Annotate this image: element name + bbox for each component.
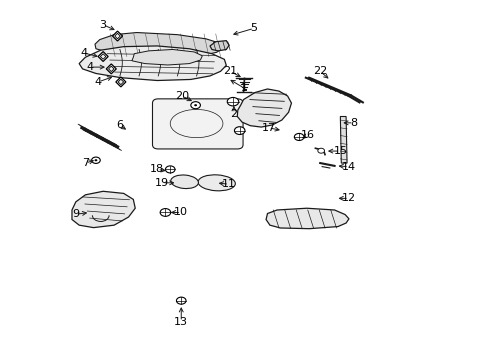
Polygon shape [72, 191, 135, 228]
Text: 22: 22 [312, 66, 326, 76]
Text: 8: 8 [349, 118, 357, 128]
Polygon shape [95, 32, 223, 57]
Polygon shape [265, 208, 348, 229]
Polygon shape [209, 41, 229, 51]
FancyBboxPatch shape [152, 99, 243, 149]
Circle shape [294, 134, 304, 140]
Text: 19: 19 [155, 178, 169, 188]
Text: 1: 1 [241, 83, 247, 93]
Text: 4: 4 [86, 62, 94, 72]
Text: 4: 4 [80, 48, 87, 58]
Text: 17: 17 [261, 123, 275, 133]
Polygon shape [112, 31, 122, 41]
Text: 20: 20 [175, 91, 189, 101]
Polygon shape [237, 89, 291, 127]
Text: 13: 13 [174, 317, 188, 327]
Circle shape [165, 166, 175, 173]
Text: 14: 14 [341, 162, 355, 172]
Circle shape [317, 148, 324, 153]
Polygon shape [340, 117, 346, 163]
Circle shape [176, 297, 185, 304]
Text: 2: 2 [230, 109, 237, 119]
Circle shape [160, 208, 170, 216]
Text: 6: 6 [116, 120, 123, 130]
Text: 12: 12 [341, 193, 355, 203]
Circle shape [194, 104, 197, 106]
Polygon shape [98, 51, 108, 62]
Text: 21: 21 [223, 66, 237, 76]
Polygon shape [132, 49, 202, 65]
Polygon shape [116, 77, 125, 87]
Text: 11: 11 [222, 179, 236, 189]
Circle shape [94, 159, 97, 161]
Text: 3: 3 [100, 20, 106, 30]
Ellipse shape [198, 175, 235, 191]
Text: 18: 18 [150, 165, 164, 174]
Ellipse shape [170, 175, 198, 189]
Text: 15: 15 [333, 146, 346, 156]
Text: 9: 9 [72, 209, 79, 219]
Text: 7: 7 [81, 158, 89, 168]
Polygon shape [79, 46, 226, 81]
Circle shape [234, 127, 244, 135]
Circle shape [91, 157, 100, 163]
Circle shape [227, 98, 238, 106]
Polygon shape [106, 64, 116, 74]
Circle shape [190, 102, 200, 109]
Text: 5: 5 [250, 23, 257, 33]
Text: 16: 16 [300, 130, 314, 140]
Text: 10: 10 [174, 207, 188, 217]
Text: 4: 4 [95, 77, 102, 87]
